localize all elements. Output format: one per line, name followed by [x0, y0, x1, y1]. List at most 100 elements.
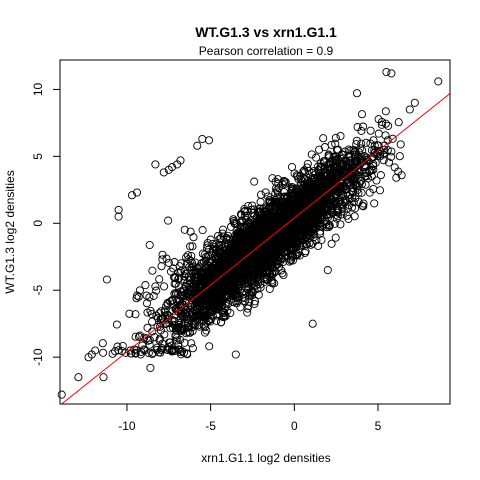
data-point [394, 118, 403, 127]
outlier-point [382, 67, 391, 77]
outlier-point [102, 275, 111, 284]
data-point [154, 348, 163, 357]
data-point [134, 332, 144, 341]
data-point [213, 301, 222, 311]
data-point [261, 188, 270, 197]
data-point [226, 308, 235, 318]
data-point [203, 241, 212, 250]
data-point [356, 177, 365, 186]
data-point [354, 197, 363, 206]
data-point [248, 201, 257, 210]
data-point [286, 231, 295, 240]
data-point [227, 241, 236, 250]
data-point [201, 323, 210, 332]
data-point [273, 247, 282, 256]
data-point [270, 279, 279, 288]
outlier-point [114, 205, 123, 214]
data-point [99, 348, 108, 357]
data-point [322, 223, 331, 232]
data-point [300, 248, 310, 257]
data-point [169, 264, 178, 273]
data-point [324, 185, 333, 194]
data-point [347, 193, 356, 202]
outlier-point [151, 160, 160, 169]
data-point [261, 206, 270, 215]
data-point [250, 177, 259, 186]
data-point [155, 334, 164, 343]
data-point [202, 318, 211, 327]
data-point [250, 269, 259, 278]
data-point [186, 227, 195, 236]
data-point [336, 196, 345, 205]
outlier-point [57, 390, 66, 399]
data-point [296, 175, 306, 184]
data-point [320, 183, 329, 192]
data-point [367, 166, 376, 175]
outlier-point [168, 163, 177, 172]
data-point [244, 268, 253, 278]
data-point [295, 251, 304, 260]
data-point [172, 336, 181, 345]
y-axis: -10 -5 0 5 10 [31, 82, 60, 366]
data-point [359, 122, 368, 131]
outlier-point [146, 363, 155, 372]
data-point [306, 214, 315, 223]
data-point [319, 134, 328, 143]
data-point [230, 251, 239, 260]
data-point [322, 172, 331, 181]
outlier-point [193, 141, 202, 150]
data-point [210, 243, 219, 252]
data-point [259, 262, 268, 271]
data-point [251, 261, 260, 270]
outlier-point [410, 98, 419, 107]
data-point [171, 330, 180, 340]
data-point [255, 208, 264, 217]
data-point [182, 253, 191, 262]
data-point [157, 345, 166, 354]
data-point [330, 153, 339, 162]
data-point [337, 203, 346, 212]
data-point [180, 272, 189, 281]
data-point [180, 313, 189, 322]
data-point [328, 177, 337, 186]
data-point [192, 298, 201, 307]
data-point [232, 290, 241, 299]
outlier-point [308, 319, 317, 328]
data-point [297, 207, 306, 216]
data-point [339, 154, 348, 163]
data-point [175, 273, 184, 283]
data-point [317, 235, 326, 245]
data-point [282, 225, 291, 234]
data-point [183, 350, 192, 359]
outlier-point [434, 77, 443, 86]
data-point [352, 136, 361, 145]
data-point [108, 349, 117, 358]
data-point [350, 212, 359, 221]
data-point [369, 159, 378, 168]
data-point [136, 331, 145, 340]
data-point [292, 251, 301, 260]
data-point [273, 193, 282, 202]
data-point [147, 309, 156, 319]
data-point [353, 157, 362, 166]
data-point [196, 268, 205, 277]
data-point [306, 240, 316, 249]
data-point [324, 213, 333, 222]
data-point [219, 276, 228, 285]
data-point [208, 280, 217, 289]
data-point [226, 222, 236, 231]
data-point [180, 276, 189, 285]
data-point [293, 233, 302, 242]
data-point [174, 275, 183, 284]
data-point [318, 174, 327, 183]
outlier-point [405, 105, 414, 114]
data-point [288, 183, 297, 192]
data-point [156, 318, 165, 327]
data-point [165, 319, 174, 328]
data-point [271, 241, 280, 250]
data-point [381, 107, 390, 116]
data-point [174, 340, 183, 350]
data-point [327, 200, 336, 209]
data-point [168, 296, 177, 305]
data-point [336, 220, 345, 229]
